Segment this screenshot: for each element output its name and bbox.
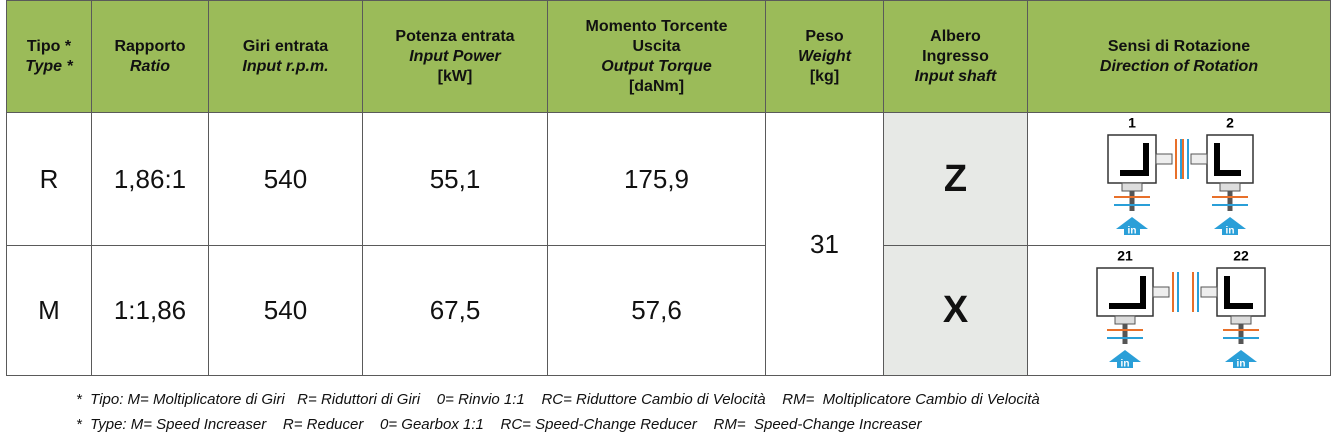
header-text: Momento Torcente: [585, 17, 728, 35]
gear-shape: [1120, 143, 1149, 176]
input-label: in: [1237, 359, 1246, 368]
cell: 1:1,86: [91, 245, 209, 376]
header-text: Type *: [25, 57, 73, 75]
header-cell: Giri entrata Input r.p.m.: [208, 0, 363, 113]
input-arrow: [1116, 217, 1148, 229]
header-text: Ingresso: [922, 47, 989, 65]
header-text: Albero: [930, 27, 981, 45]
header-text: Uscita: [632, 37, 681, 55]
header-row: Tipo * Type * Rapporto Ratio Giri entrata I…: [6, 0, 1331, 113]
shaft: [1114, 315, 1136, 325]
table-row: M 1:1,86 540 67,5 57,6 X 21 in 22 in: [6, 245, 1331, 376]
input-arrow: [1124, 227, 1140, 235]
gear-shape: [1214, 143, 1241, 176]
header-text: Ratio: [130, 57, 170, 75]
table-row: R 1,86:1 540 55,1 175,9 31 Z 1 in 2 in: [6, 112, 1331, 376]
header-text: Input shaft: [914, 67, 997, 85]
header-text: Giri entrata: [242, 37, 329, 55]
cell: R: [6, 112, 92, 246]
header-cell: Rapporto Ratio: [91, 0, 209, 113]
gear-shape: [1109, 276, 1146, 309]
gearbox-label: 22: [1233, 248, 1249, 264]
header-cell: Tipo * Type *: [6, 0, 92, 113]
header-text: Weight: [797, 47, 852, 65]
input-label: in: [1121, 359, 1130, 368]
shaft: [1200, 286, 1218, 298]
cell: 540: [208, 245, 363, 376]
cell: 57,6: [547, 245, 766, 376]
cell: 55,1: [362, 112, 548, 246]
header-text: [kW]: [437, 67, 473, 85]
rotation-diagram: 1 in 2 in: [1107, 115, 1254, 237]
cell: 540: [208, 112, 363, 246]
header-text: [kg]: [809, 67, 840, 85]
rotation-diagram: 21 in 22 in: [1096, 248, 1266, 370]
header-text: Rapporto: [114, 37, 186, 55]
cell: 1,86:1: [91, 112, 209, 246]
cell: M: [6, 245, 92, 376]
header-cell: Peso Weight [kg]: [765, 0, 884, 113]
header-cell: Momento Torcente Uscita Output Torque [daNm…: [547, 0, 766, 113]
gearbox-label: 2: [1226, 115, 1234, 131]
input-arrow: [1117, 360, 1133, 368]
header-text: Direction of Rotation: [1099, 57, 1259, 75]
cell: 67,5: [362, 245, 548, 376]
input-label: in: [1128, 226, 1137, 237]
input-label: in: [1226, 226, 1235, 237]
rotation-cell: 21 in 22 in: [1027, 245, 1331, 376]
gear-shape: [1224, 276, 1253, 309]
rotation-cell: 1 in 2 in: [1027, 112, 1331, 246]
shaft: [1152, 286, 1170, 298]
header-text: Potenza entrata: [395, 27, 515, 45]
header-text: Output Torque: [601, 57, 712, 75]
shaft: [1219, 182, 1241, 192]
input-arrow: [1109, 350, 1141, 362]
footnote: * Type: M= Speed Increaser R= Reducer 0=…: [76, 416, 922, 433]
spec-table: Tipo * Type * Rapporto Ratio Giri entrata I…: [6, 0, 1331, 376]
header-cell: Albero Ingresso Input shaft: [883, 0, 1028, 113]
input-arrow: [1225, 350, 1257, 362]
header-text: Sensi di Rotazione: [1107, 37, 1251, 55]
gearbox-label: 1: [1128, 115, 1136, 131]
header-cell: Potenza entrata Input Power [kW]: [362, 0, 548, 113]
shaft: [1230, 315, 1252, 325]
input-arrow: [1214, 217, 1246, 229]
shaft: [1190, 153, 1208, 165]
cell: 175,9: [547, 112, 766, 246]
header-text: [daNm]: [628, 77, 685, 95]
gearbox-label: 21: [1117, 248, 1133, 264]
shaft-cell: Z: [883, 112, 1028, 246]
input-arrow: [1222, 227, 1238, 235]
shaft-cell: X: [883, 245, 1028, 376]
shaft: [1155, 153, 1173, 165]
weight-cell: 31: [765, 112, 884, 376]
header-text: Peso: [805, 27, 844, 45]
header-text: Tipo *: [26, 37, 72, 55]
shaft: [1121, 182, 1143, 192]
header-text: Input Power: [409, 47, 501, 65]
footnote: * Tipo: M= Moltiplicatore di Giri R= Rid…: [76, 391, 1040, 408]
input-arrow: [1233, 360, 1249, 368]
header-cell: Sensi di Rotazione Direction of Rotation: [1027, 0, 1331, 113]
header-text: Input r.p.m.: [242, 57, 329, 75]
